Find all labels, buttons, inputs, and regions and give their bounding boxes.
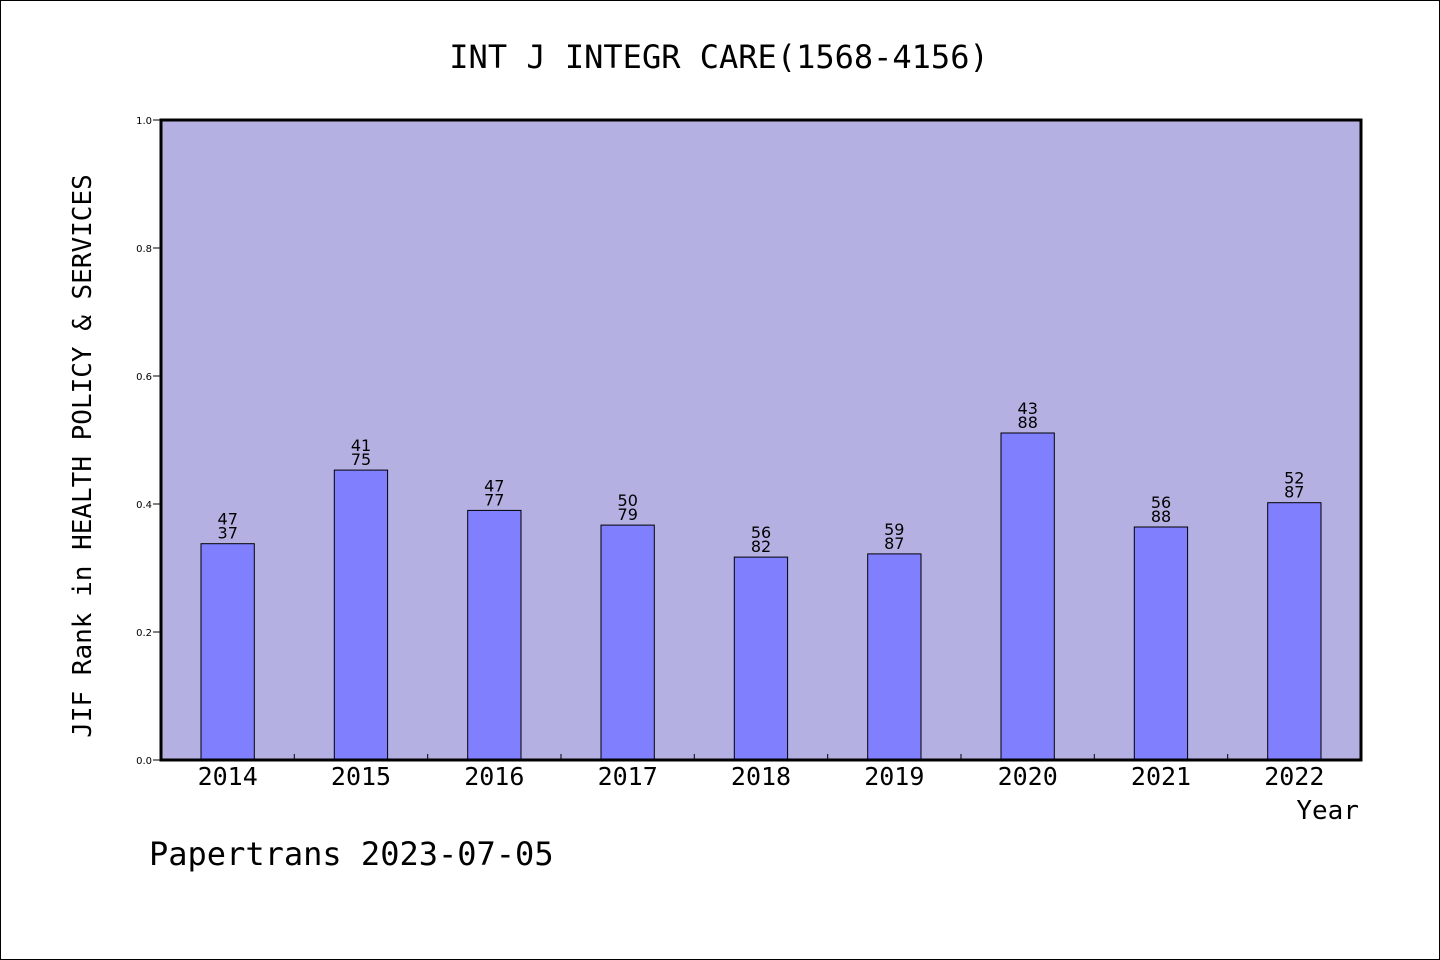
chart-title: INT J INTEGR CARE(1568-4156) [449, 38, 988, 76]
y-tick-label: 0.4 [136, 500, 152, 511]
bar-label-total-2021: 88 [1151, 507, 1171, 526]
bar-label-total-2016: 77 [484, 490, 504, 509]
x-tick-label-2019: 2019 [864, 762, 924, 791]
y-axis-ticks: 0.0 0.2 0.4 0.6 0.8 1.0 [136, 116, 161, 767]
bar-label-total-2022: 87 [1284, 483, 1304, 502]
y-tick-label: 1.0 [136, 116, 152, 127]
footer-text: Papertrans 2023-07-05 [149, 835, 554, 873]
bar-label-rank-2015: 41 [351, 436, 371, 455]
bar-2016 [467, 509, 522, 761]
bar-label-rank-2019: 59 [884, 520, 904, 539]
bar-2019 [867, 553, 922, 761]
x-tick-label-2022: 2022 [1264, 762, 1324, 791]
bar-2015 [333, 469, 389, 761]
bar-label-rank-2021: 56 [1151, 493, 1171, 512]
y-axis-label: JIF Rank in HEALTH POLICY & SERVICES [68, 174, 98, 738]
y-tick-label: 0.0 [136, 756, 152, 767]
x-tick-label-2021: 2021 [1131, 762, 1191, 791]
bar-label-rank-2016: 47 [484, 476, 504, 495]
bar-label-rank-2014: 47 [218, 510, 238, 529]
bar-label-rank-2017: 50 [618, 491, 638, 510]
plot-border [159, 118, 1363, 762]
y-tick-label: 0.6 [136, 372, 152, 383]
bar-label-total-2017: 79 [618, 505, 638, 524]
bar-2022 [1267, 502, 1322, 761]
bar-label-total-2020: 88 [1018, 413, 1038, 432]
bar-2021 [1133, 526, 1189, 761]
bar-label-total-2014: 37 [218, 524, 238, 543]
x-tick-label-2018: 2018 [731, 762, 791, 791]
bar-label-rank-2020: 43 [1018, 399, 1038, 418]
x-tick-label-2016: 2016 [464, 762, 524, 791]
x-axis-label: Year [1296, 796, 1359, 826]
bar-2020 [1000, 432, 1055, 761]
bars-layer [200, 432, 1322, 761]
bar-2017 [600, 524, 655, 761]
y-tick-label: 0.8 [136, 244, 152, 255]
x-tick-label-2014: 2014 [198, 762, 258, 791]
bar-label-rank-2018: 56 [751, 523, 771, 542]
bar-2014 [200, 543, 255, 761]
bar-label-total-2015: 75 [351, 450, 371, 469]
bar-label-total-2019: 87 [884, 534, 904, 553]
y-tick-label: 0.2 [136, 628, 152, 639]
bar-label-total-2018: 82 [751, 537, 771, 556]
bar-label-rank-2022: 52 [1284, 469, 1304, 488]
bar-2018 [733, 556, 789, 761]
x-tick-label-2015: 2015 [331, 762, 391, 791]
x-tick-label-2020: 2020 [998, 762, 1058, 791]
x-tick-label-2017: 2017 [598, 762, 658, 791]
x-axis-ticks: 2014 2015 2016 2017 2018 2019 2020 2021 2022 [198, 754, 1324, 791]
